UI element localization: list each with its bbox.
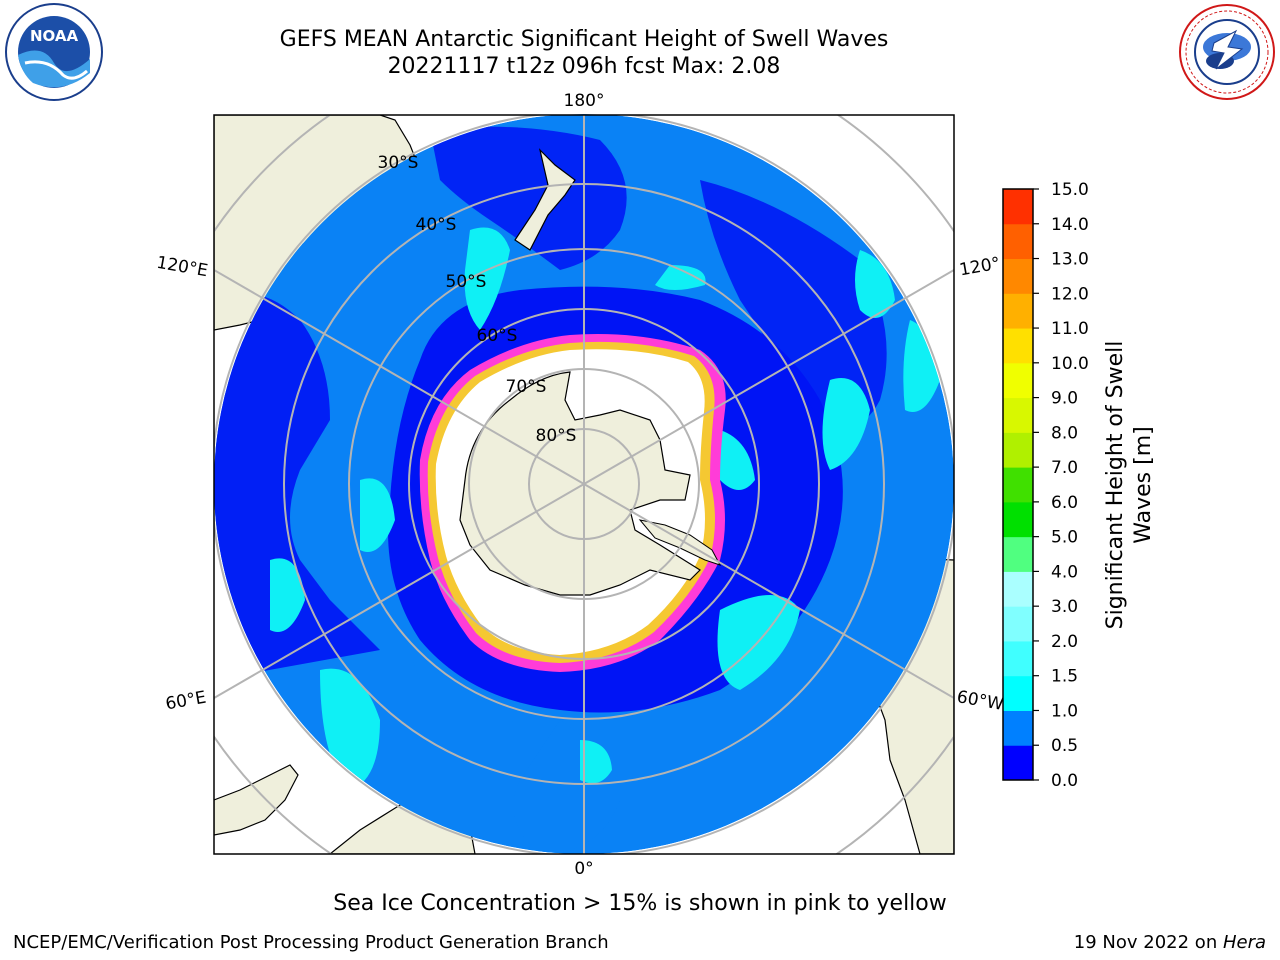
colorbar-tick-label: 13.0 [1051,250,1089,270]
colorbar-tick-label: 12.0 [1051,284,1089,304]
chart-subtitle: 20221117 t12z 096h fcst Max: 2.08 [387,54,781,79]
colorbar-block-13.0 [1003,223,1033,260]
swell-patch-10 [580,740,612,784]
swell-patch-5 [720,430,755,490]
sea-ice-caption: Sea Ice Concentration > 15% is shown in … [333,891,947,916]
colorbar-block-4.0 [1003,536,1033,572]
lon-label-top: 180° [564,91,605,111]
lat-label-40s: 40°S [416,215,457,235]
colorbar-tick-label: 11.0 [1051,319,1089,339]
low-swell-region-north [430,126,627,271]
colorbar-tick-label: 8.0 [1051,423,1078,443]
colorbar-frame [1002,188,1034,781]
low-swell-region-east [700,180,887,427]
colorbar-tick-label: 4.0 [1051,562,1078,582]
colorbar-tick-label: 5.0 [1051,528,1078,548]
colorbar-tick-label: 1.0 [1051,701,1078,721]
colorbar-tick-label: 14.0 [1051,215,1089,235]
lat-label-70s: 70°S [506,377,547,397]
colorbar-block-7.0 [1003,432,1033,468]
colorbar-ticks: 0.0 0.5 1.0 1.5 2.0 3.0 4.0 5.0 6.0 7.0 8.0 9.0 10.0… [1033,180,1089,791]
antarctic-peninsula [638,519,722,566]
chart-title: GEFS MEAN Antarctic Significant Height o… [279,27,889,52]
colorbar-block-6.0 [1003,467,1033,503]
colorbar-tick-label: 0.5 [1051,736,1078,756]
swell-patch-11 [655,265,706,290]
colorbar-block-1.5 [1003,640,1033,677]
colorbar-tick-label: 10.0 [1051,354,1089,374]
madagascar-landmass [214,764,299,836]
colorbar-block-1.0 [1003,675,1033,711]
colorbar-block-5.0 [1003,501,1033,538]
colorbar-tick-label: 2.0 [1051,632,1078,652]
footer-date-text: 19 Nov 2022 on [1073,932,1223,953]
swell-patch-2 [855,250,895,318]
swell-patch-9 [360,478,395,552]
swell-patch-3 [822,378,870,470]
low-swell-region-west [214,293,380,680]
map-frame [213,114,955,855]
swell-patch-1 [464,227,510,330]
lat-label-30s: 30°S [378,153,419,173]
colorbar-block-8.0 [1003,397,1033,433]
colorbar-label-line1: Significant Height of Swell [1103,341,1128,630]
colorbar-block-9.0 [1003,362,1033,399]
footer-host: Hera [1222,932,1266,953]
colorbar-tick-label: 1.5 [1051,667,1078,687]
colorbar-tick-label: 0.0 [1051,771,1078,791]
colorbar-tick-label: 7.0 [1051,458,1078,478]
colorbar-label-line2: Waves [m] [1131,426,1156,543]
new-zealand-landmass [514,148,576,251]
footer-credit: NCEP/EMC/Verification Post Processing Pr… [13,932,609,953]
colorbar-block-3.0 [1003,571,1033,607]
map-graticule [214,115,954,854]
colorbar-tick-label: 15.0 [1051,180,1089,200]
noaa-logo-text: NOAA [30,27,79,45]
colorbar-block-11.0 [1003,293,1033,329]
colorbar-tick-label: 3.0 [1051,597,1078,617]
noaa-logo: NOAA [5,3,103,101]
colorbar-block-10.0 [1003,328,1033,364]
colorbar-tick-label: 6.0 [1051,493,1078,513]
lat-label-60s: 60°S [477,326,518,346]
swell-patch-8 [270,558,305,632]
colorbar-block-14.0 [1003,189,1033,225]
footer-date: 19 Nov 2022 on Hera [1074,932,1266,953]
lat-labels: 30°S 40°S 50°S 60°S 70°S 80°S [378,153,577,446]
nws-logo [1179,4,1275,100]
colorbar-block-0.5 [1003,710,1033,746]
colorbar-block-0.0 [1003,745,1033,781]
colorbar-tick-label: 9.0 [1051,389,1078,409]
lon-label-bottom: 0° [574,859,593,879]
colorbar-block-2.0 [1003,606,1033,642]
lat-label-80s: 80°S [536,426,577,446]
colorbar-block-12.0 [1003,258,1033,294]
lat-label-50s: 50°S [446,272,487,292]
colorbar-blocks [1003,189,1033,781]
